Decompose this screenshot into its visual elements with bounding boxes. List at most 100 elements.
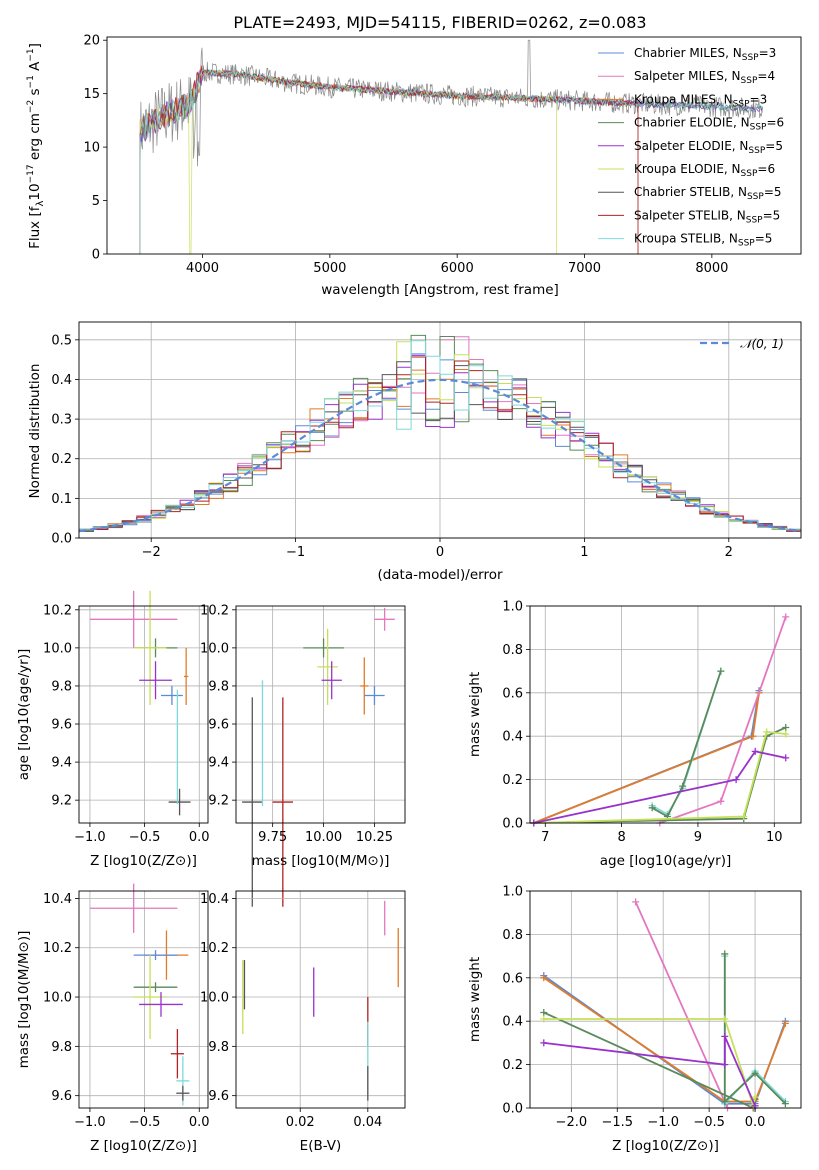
axes-frame xyxy=(235,890,406,1109)
axes-frame xyxy=(529,890,802,1109)
y-tick-label: 9.6 xyxy=(51,718,72,733)
weight-point-marker xyxy=(782,724,790,732)
y-tick-label: 9.8 xyxy=(51,1040,72,1055)
y-axis-label: age [log10(age/yr)] xyxy=(16,649,32,781)
weight-point-marker xyxy=(781,1100,789,1108)
panel-1: 𝒩(0, 1) −2 −1 0 1 2 0.0 0.1 0.2 0.3 0.4 0.5 xyxy=(51,321,802,560)
legend-entry: Kroupa MILES, NSSP=3 xyxy=(634,92,767,109)
panel-4: age [log10(age/yr)] mass weight 7 8 9 10 0.0 0.… xyxy=(467,600,802,869)
axes-frame xyxy=(78,321,802,539)
axes-frame xyxy=(78,890,209,1109)
x-tick-label: 0 xyxy=(436,545,444,560)
x-tick-label: 9 xyxy=(694,830,702,845)
y-tick-label: 0.8 xyxy=(502,643,523,658)
weight-point-marker xyxy=(732,776,740,784)
weight-point-marker xyxy=(721,1061,729,1069)
y-tick-label: 10.2 xyxy=(43,603,72,618)
weight-point-marker xyxy=(540,1009,548,1017)
y-tick-label: 0.0 xyxy=(51,532,72,547)
weight-point-marker xyxy=(782,754,790,762)
histogram-step xyxy=(79,334,801,531)
legend-entry: Chabrier ELODIE, NSSP=6 xyxy=(634,116,784,133)
y-tick-label: 9.2 xyxy=(208,794,229,809)
y-tick-label: 9.8 xyxy=(51,679,72,694)
y-tick-label: 9.6 xyxy=(51,1089,72,1104)
x-tick-label: −1.0 xyxy=(74,1115,106,1130)
weight-point-marker xyxy=(721,1032,729,1040)
y-axis-label: mass weight xyxy=(467,957,483,1042)
y-tick-label: 10.2 xyxy=(200,603,229,618)
weight-series-line xyxy=(651,670,722,818)
panel-3: mass [log10(M/M⊙)] 9.75 10.00 10.25 9.2 9.4 9.… xyxy=(200,603,406,907)
x-tick-label: 2 xyxy=(725,545,733,560)
x-tick-label: 10.25 xyxy=(356,830,393,845)
weight-point-marker xyxy=(781,1019,789,1027)
weight-point-marker xyxy=(782,613,790,621)
legend-entry: Kroupa ELODIE, NSSP=6 xyxy=(634,162,775,179)
model-spectrum-line xyxy=(139,68,764,254)
plot-content: age [log10(age/yr)] mass weight xyxy=(467,613,790,869)
y-tick-label: 10.2 xyxy=(200,941,229,956)
weight-series-line xyxy=(533,750,786,824)
x-axis-label: age [log10(age/yr)] xyxy=(600,853,732,869)
weight-point-marker xyxy=(632,898,640,906)
weight-point-marker xyxy=(751,747,759,755)
y-tick-label: 0.2 xyxy=(502,1058,523,1073)
legend-entry: 𝒩(0, 1) xyxy=(740,337,784,351)
y-tick-label: 0.5 xyxy=(51,333,72,348)
spectrum-legend: Chabrier MILES, NSSP=3 Salpeter MILES, NS… xyxy=(598,46,784,249)
weight-point-marker xyxy=(717,797,725,805)
x-tick-label: −2.0 xyxy=(556,1115,588,1130)
residual-xlabel: (data-model)/error xyxy=(377,567,503,583)
weight-series-line xyxy=(543,1011,756,1110)
weight-point-marker xyxy=(751,1093,759,1101)
weight-point-marker xyxy=(721,950,729,958)
x-tick-label: 8000 xyxy=(695,261,728,276)
weight-point-marker xyxy=(679,782,687,790)
weight-series-line xyxy=(543,974,787,1105)
spectrum-title: PLATE=2493, MJD=54115, FIBERID=0262, z=0… xyxy=(233,13,646,32)
weight-series-line xyxy=(634,901,756,1109)
panel-2: Z [log10(Z/Z⊙)] age [log10(age/yr)] −1.0 −0… xyxy=(16,590,210,869)
weight-point-marker xyxy=(648,804,656,812)
spectrum-ylabel: Flux [fλ10−17 erg cm−2 s−1 A−1] xyxy=(26,43,46,249)
y-tick-label: 0.4 xyxy=(51,373,72,388)
y-tick-label: 9.6 xyxy=(208,718,229,733)
gaussian-reference xyxy=(78,378,802,533)
y-tick-label: 10.2 xyxy=(43,941,72,956)
y-tick-label: 0.4 xyxy=(502,1015,523,1030)
y-tick-label: 9.4 xyxy=(51,756,72,771)
weight-series-line xyxy=(723,953,787,1105)
y-tick-label: 9.8 xyxy=(208,1040,229,1055)
y-tick-label: 0.0 xyxy=(502,1102,523,1117)
y-tick-label: 5 xyxy=(92,194,100,209)
legend-entry: Chabrier MILES, NSSP=3 xyxy=(634,46,776,63)
x-axis-label: Z [log10(Z/Z⊙)] xyxy=(612,1138,719,1154)
panel-5: Z [log10(Z/Z⊙)] mass [log10(M/M⊙)] −1.0 −0.… xyxy=(16,883,210,1154)
x-axis-label: Z [log10(Z/Z⊙)] xyxy=(90,1138,197,1154)
y-tick-label: 10.4 xyxy=(43,892,72,907)
y-tick-label: 20 xyxy=(83,34,100,49)
weight-point-marker xyxy=(782,730,790,738)
legend-entry: Salpeter MILES, NSSP=4 xyxy=(634,69,775,86)
weight-point-marker xyxy=(717,667,725,675)
legend-entry: Salpeter STELIB, NSSP=5 xyxy=(634,208,780,225)
y-tick-label: 10.4 xyxy=(200,892,229,907)
y-tick-label: 0.2 xyxy=(51,452,72,467)
y-tick-label: 9.8 xyxy=(208,679,229,694)
weight-point-marker xyxy=(740,812,748,820)
x-axis-label: mass [log10(M/M⊙)] xyxy=(252,853,390,869)
y-tick-label: 10.0 xyxy=(43,991,72,1006)
legend-entry: Chabrier STELIB, NSSP=5 xyxy=(634,185,782,202)
weight-point-marker xyxy=(751,1069,759,1077)
weight-point-marker xyxy=(721,1015,729,1023)
x-tick-label: −0.5 xyxy=(129,830,161,845)
legend-entry: Kroupa STELIB, NSSP=5 xyxy=(634,232,772,249)
y-tick-label: 0 xyxy=(92,248,100,263)
axes-frame xyxy=(78,605,209,824)
y-axis-label: mass [log10(M/M⊙)] xyxy=(16,931,32,1069)
y-axis-label: mass weight xyxy=(467,672,483,757)
y-tick-label: 0.6 xyxy=(502,686,523,701)
y-tick-label: 0.0 xyxy=(502,817,523,832)
